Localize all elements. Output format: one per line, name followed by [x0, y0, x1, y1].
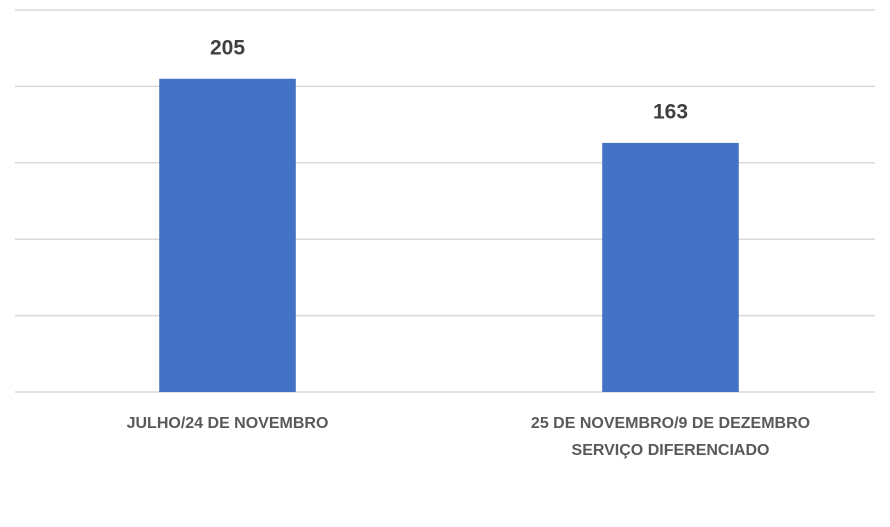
bar [602, 142, 739, 392]
value-label: 205 [210, 36, 245, 59]
value-label: 163 [653, 100, 688, 123]
x-tick-label: 25 DE NOVEMBRO/9 DE DEZEMBRO SERVIÇO DIF… [530, 415, 811, 459]
bar [159, 78, 296, 392]
x-tick-label: JULHO/24 DE NOVEMBRO [126, 415, 329, 432]
